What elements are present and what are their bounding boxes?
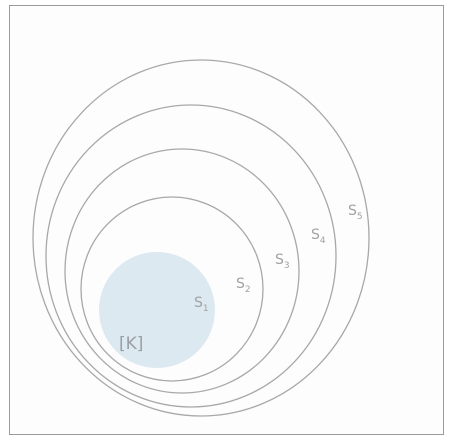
set-k-disk <box>99 252 215 368</box>
set-s2-outline <box>80 196 264 382</box>
diagram-frame <box>9 5 444 435</box>
set-s1-label: S1 <box>194 295 209 314</box>
set-s3-outline <box>64 148 300 394</box>
set-s3-label: S3 <box>275 252 290 271</box>
set-s2-label: S2 <box>236 276 251 295</box>
set-s4-outline <box>45 104 337 408</box>
set-s5-label: S5 <box>348 203 363 222</box>
set-k-label: [K] <box>119 334 143 354</box>
set-s5-outline <box>32 59 370 417</box>
set-s4-label: S4 <box>311 227 326 246</box>
